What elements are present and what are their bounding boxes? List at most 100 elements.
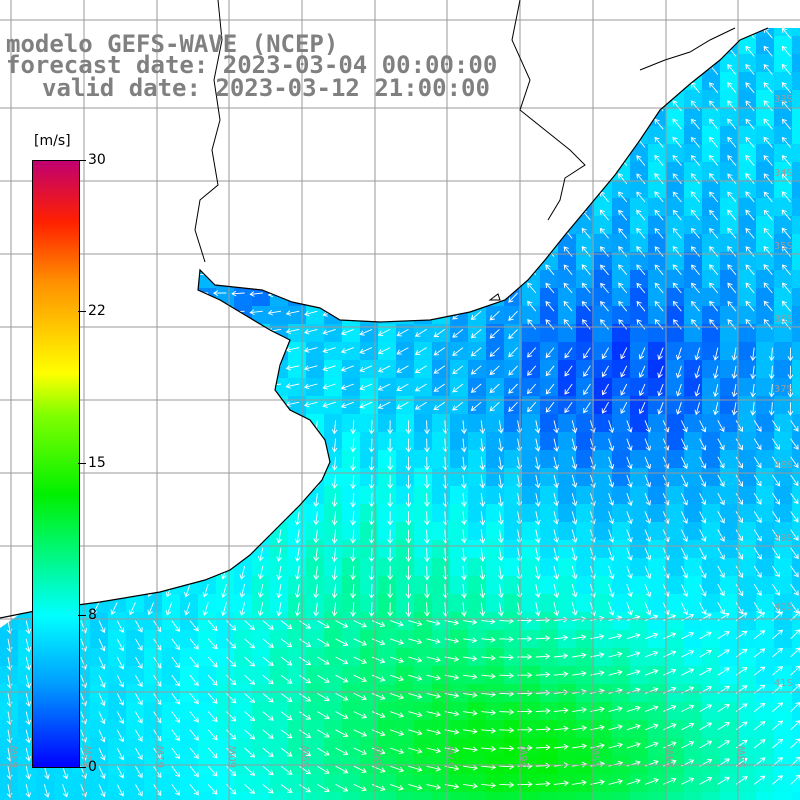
wind-speed-cell [756,144,775,163]
wind-arrow [787,365,794,380]
wind-arrow [589,493,596,507]
wind-speed-cell [360,144,379,163]
wind-arrow [699,529,707,542]
wind-speed-cell [324,486,343,505]
wind-arrow [390,729,405,736]
wind-arrow [481,691,496,698]
wind-arrow [713,402,719,416]
wind-arrow [0,438,9,451]
wind-arrow [322,128,336,135]
wind-speed-cell [414,360,433,379]
wind-arrow [80,729,87,743]
wind-arrow [387,565,393,581]
wind-speed-cell [522,432,541,451]
wind-arrow [710,10,718,20]
wind-arrow [184,493,191,507]
wind-arrow [690,45,700,57]
wind-arrow [353,692,367,701]
wind-speed-cell [414,486,433,505]
wind-arrow [608,669,623,676]
wind-arrow [626,669,641,676]
wind-speed-cell [162,684,181,703]
wind-speed-cell [450,486,469,505]
wind-speed-cell [702,126,721,145]
wind-arrow [713,365,719,379]
wind-arrow [147,456,155,470]
wind-arrow [787,383,794,398]
wind-speed-cell [558,234,577,253]
wind-speed-cell [612,306,631,325]
wind-arrow [699,649,712,658]
wind-speed-cell [0,144,19,163]
wind-arrow [171,765,181,778]
wind-speed-cell [198,504,217,523]
wind-arrow [414,110,427,119]
wind-speed-cell [396,162,415,181]
wind-speed-cell [756,252,775,271]
wind-speed-cell [126,558,145,577]
wind-arrow [0,511,9,523]
wind-speed-cell [324,414,343,433]
wind-speed-cell [558,648,577,667]
wind-speed-cell [360,270,379,289]
wind-speed-cell [252,774,271,793]
wind-speed-cell [666,720,685,739]
wind-arrow [782,10,790,20]
wind-arrow [691,319,700,330]
wind-arrow [250,19,263,24]
wind-speed-cell [162,360,181,379]
wind-speed-cell [252,342,271,361]
wind-speed-cell [450,558,469,577]
wind-arrow [322,347,336,354]
wind-arrow [331,529,338,544]
wind-arrow [470,401,482,412]
wind-speed-cell [666,774,685,793]
wind-arrow [572,707,587,713]
wind-arrow [424,474,430,489]
colorbar-tick-label: 0 [88,759,97,775]
wind-arrow [617,118,628,130]
wind-speed-cell [648,702,667,721]
wind-arrow [589,584,596,598]
wind-speed-cell [126,684,145,703]
wind-speed-cell [576,666,595,685]
wind-arrow [359,110,373,118]
wind-arrow [194,362,209,369]
wind-arrow [408,620,423,627]
wind-arrow [103,160,118,167]
wind-arrow [157,143,172,149]
wind-arrow [353,729,368,737]
wind-arrow [335,620,349,628]
wind-speed-cell [558,72,577,91]
wind-arrow [699,777,713,785]
wind-speed-cell [522,504,541,523]
wind-speed-cell [756,306,775,325]
wind-speed-cell [306,684,325,703]
wind-arrow [322,365,336,372]
wind-speed-cell [792,648,800,667]
wind-arrow [481,782,497,789]
wind-arrow [763,100,773,112]
wind-speed-cell [558,270,577,289]
wind-arrow [313,493,320,508]
wind-arrow [618,228,628,239]
wind-speed-cell [0,378,19,397]
colorbar-tick [78,160,86,161]
wind-arrow [709,282,719,294]
wind-speed-cell [792,126,800,145]
wind-arrow [626,511,633,525]
wind-speed-cell [612,666,631,685]
wind-arrow [690,173,700,185]
wind-arrow [14,285,27,294]
wind-arrow [563,209,573,221]
wind-speed-cell [396,450,415,469]
wind-arrow [626,474,633,488]
wind-arrow [0,456,9,469]
wind-speed-cell [594,144,613,163]
wind-arrow [470,365,482,375]
wind-arrow [80,711,87,725]
wind-speed-cell [738,162,757,181]
wind-speed-cell [738,612,757,631]
wind-speed-cell [360,216,379,235]
wind-speed-cell [648,432,667,451]
